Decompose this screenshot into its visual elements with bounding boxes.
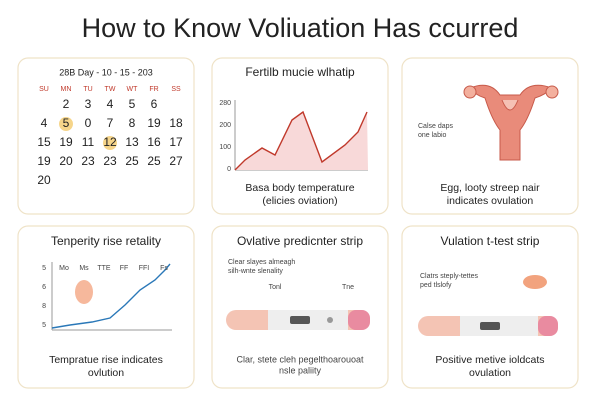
y-label: 0 <box>227 166 231 173</box>
mark-label: Tne <box>342 284 354 291</box>
day: 23 <box>103 154 117 168</box>
day: 25 <box>147 154 161 168</box>
day: 5 <box>63 116 70 130</box>
weekday: WT <box>127 86 139 93</box>
day: 20 <box>59 154 73 168</box>
label: ped tlslofy <box>420 282 452 289</box>
day: 18 <box>169 116 183 130</box>
day: 7 <box>107 116 114 130</box>
y-label: 8 <box>42 303 46 310</box>
label: one labio <box>418 132 447 139</box>
y-label: 5 <box>42 322 46 329</box>
x-label: FF <box>120 265 129 272</box>
day: 2 <box>63 97 70 111</box>
calendar-heading: 28B Day - 10 - 15 - 203 <box>59 67 153 77</box>
day: 25 <box>125 154 139 168</box>
card-heading: Fertilb mucie wlhatip <box>245 65 355 79</box>
y-label: 280 <box>219 100 231 107</box>
y-label: 200 <box>219 122 231 129</box>
day: 0 <box>85 116 92 130</box>
y-label: 100 <box>219 144 231 151</box>
day: 23 <box>81 154 95 168</box>
card <box>17 57 195 215</box>
day: 13 <box>125 135 139 149</box>
highlight <box>103 136 117 150</box>
uterus-illustration <box>463 84 559 161</box>
card-heading: Tenperity rise retality <box>51 234 161 248</box>
egg-icon <box>75 280 93 304</box>
caption: (elicies oviation) <box>262 195 337 207</box>
x-label: FFI <box>139 265 150 272</box>
weekday: SU <box>39 86 49 93</box>
egg-icon <box>523 275 547 289</box>
mark-label: Tonl <box>269 284 282 291</box>
day: 6 <box>151 97 158 111</box>
caption: Egg, looty streep nair <box>440 182 540 194</box>
day: 19 <box>37 154 51 168</box>
caption: indicates ovulation <box>447 195 534 207</box>
weekday: TU <box>83 86 92 93</box>
y-label: 6 <box>42 284 46 291</box>
x-label: Fs <box>160 265 168 272</box>
day: 19 <box>59 135 73 149</box>
label: Calse daps <box>418 123 454 130</box>
caption: Clar, stete cleh pegelthoarouoat <box>236 354 364 364</box>
day: 3 <box>85 97 92 111</box>
day: 8 <box>129 116 136 130</box>
day: 12 <box>103 135 117 149</box>
card <box>211 225 389 389</box>
caption: Basa body temperature <box>245 182 354 194</box>
line <box>51 263 171 329</box>
caption: ovlution <box>88 367 124 379</box>
y-label: 5 <box>42 265 46 272</box>
day: 20 <box>37 173 51 187</box>
caption: Positive metive ioldcats <box>435 354 544 366</box>
label: silh-wnte slenality <box>228 268 283 275</box>
card-heading: Ovlative predicnter strip <box>237 234 363 248</box>
x-label: Ms <box>79 265 89 272</box>
test-strip <box>226 310 370 330</box>
day: 11 <box>82 135 95 149</box>
highlight <box>59 117 73 131</box>
day: 5 <box>129 97 136 111</box>
test-strip <box>418 316 558 336</box>
caption: Tempratue rise indicates <box>49 354 163 366</box>
weekday: TW <box>105 86 116 93</box>
caption: nsle paliity <box>279 365 322 375</box>
title: How to Know Voliuation Has ccurred <box>82 13 519 43</box>
x-label: Mo <box>59 265 69 272</box>
line <box>234 110 368 171</box>
label: Clear slayes almeagh <box>228 259 295 266</box>
day: 4 <box>41 116 48 130</box>
day: 19 <box>147 116 161 130</box>
caption: ovulation <box>469 367 511 379</box>
x-label: TTE <box>97 265 111 272</box>
label: Clatrs steply-tettes <box>420 273 478 280</box>
card-heading: Vulation t-test strip <box>441 234 540 248</box>
day: 15 <box>37 135 51 149</box>
weekday: MN <box>61 86 72 93</box>
card <box>401 225 579 389</box>
weekday: SS <box>171 86 181 93</box>
day: 4 <box>107 97 114 111</box>
area <box>235 112 368 170</box>
day: 16 <box>147 135 161 149</box>
day: 17 <box>169 135 183 149</box>
card <box>17 225 195 389</box>
weekday: FR <box>149 86 158 93</box>
day: 27 <box>169 154 183 168</box>
